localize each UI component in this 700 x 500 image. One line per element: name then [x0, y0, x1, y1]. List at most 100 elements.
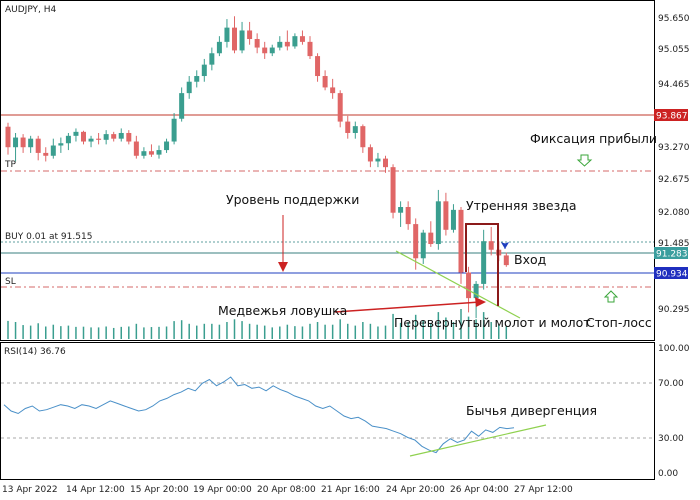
candle-body	[269, 47, 275, 54]
candle-body	[390, 167, 396, 213]
price-tick: 91.485	[658, 239, 690, 249]
bear-trap-arrow-line	[334, 301, 481, 313]
candle-body	[458, 209, 464, 273]
candle-body	[473, 283, 479, 299]
candle-body	[398, 207, 404, 213]
candle-body	[58, 143, 64, 146]
candle-body	[13, 137, 19, 148]
candle-body	[141, 151, 147, 156]
rsi-tick: 70.00	[658, 379, 684, 389]
candle-body	[443, 201, 449, 230]
time-label: 14 Apr 12:00	[66, 485, 125, 495]
morning-star-annotation: Утренняя звезда	[466, 198, 577, 213]
candle-body	[405, 207, 411, 225]
price-axis: 95.650 95.055 94.465 93.270 92.675 92.08…	[658, 14, 690, 315]
candle-body	[28, 138, 34, 148]
stop-loss-up-arrow-icon[interactable]	[603, 290, 619, 303]
candle-body	[435, 201, 441, 245]
candle-body	[224, 27, 230, 42]
candle-body	[118, 132, 124, 139]
time-label: 27 Apr 12:00	[514, 485, 573, 495]
candle-body	[360, 126, 366, 148]
candle-body	[503, 255, 509, 266]
price-tick: 94.465	[658, 80, 690, 90]
candle-body	[352, 126, 358, 133]
buy-price-tag-text: 91.283	[656, 250, 688, 260]
candle-body	[88, 138, 94, 142]
candle-body	[322, 76, 328, 88]
take-profit-down-arrow-icon[interactable]	[576, 154, 593, 167]
candle-body	[111, 134, 117, 139]
take-profit-annotation: Фиксация прибыли	[530, 131, 657, 146]
candle-body	[262, 47, 268, 54]
price-trendline	[395, 250, 521, 319]
candle-body	[413, 224, 419, 259]
support-arrowhead	[278, 262, 288, 272]
buy-marker-icon	[500, 242, 510, 249]
candle-body	[35, 138, 41, 153]
candle-body	[216, 41, 222, 54]
price-tick: 93.270	[658, 143, 690, 153]
time-axis: 13 Apr 2022 14 Apr 12:00 15 Apr 20:00 19…	[2, 485, 573, 495]
time-label: 15 Apr 20:00	[130, 485, 189, 495]
candle-body	[247, 30, 253, 40]
rsi-panel[interactable]	[0, 342, 655, 480]
volume-bars	[7, 309, 508, 339]
bull-divergence-annotation: Бычья дивергенция	[466, 403, 597, 418]
candle-body	[171, 118, 177, 142]
tp-label: TP	[4, 160, 16, 170]
candle-body	[330, 87, 336, 94]
candle-body	[420, 232, 426, 259]
time-label: 21 Apr 16:00	[321, 485, 380, 495]
candle-body	[73, 131, 79, 136]
candle-body	[345, 121, 351, 133]
stop-price-tag-text: 90.934	[656, 270, 688, 280]
stop-loss-annotation: Стоп-лосс	[586, 315, 652, 330]
candle-body	[254, 39, 260, 48]
candle-body	[126, 132, 132, 142]
time-label: 20 Apr 08:00	[257, 485, 316, 495]
hammer-annotation: Перевернутый молот и молот	[394, 315, 591, 330]
candle-body	[375, 158, 381, 162]
entry-annotation: Вход	[514, 252, 546, 267]
candle-body	[383, 158, 388, 168]
candle-body	[315, 56, 321, 77]
price-tick: 95.055	[658, 45, 690, 55]
candle-body	[239, 30, 245, 51]
buy-price-tag	[654, 247, 688, 259]
resistance-price-tag	[654, 109, 688, 121]
candle-body	[164, 141, 170, 151]
candlesticks	[5, 16, 509, 319]
candle-body	[20, 137, 26, 148]
candle-body	[209, 53, 215, 65]
time-label: 24 Apr 20:00	[386, 485, 445, 495]
candle-body	[367, 147, 373, 162]
candle-body	[284, 41, 290, 47]
candle-body	[103, 134, 109, 140]
sl-label: SL	[5, 277, 16, 287]
candle-body	[179, 93, 185, 119]
candle-body	[337, 93, 343, 122]
price-tick: 92.675	[658, 175, 690, 185]
price-tick: 90.295	[658, 305, 690, 315]
candle-body	[50, 145, 56, 156]
candle-body	[201, 64, 207, 77]
candle-body	[277, 41, 283, 48]
candle-body	[133, 141, 139, 156]
time-label: 13 Apr 2022	[2, 485, 58, 495]
bear-trap-arrowhead	[475, 297, 486, 307]
price-tick: 92.080	[658, 208, 690, 218]
bear-trap-annotation: Медвежья ловушка	[218, 303, 347, 318]
time-label: 26 Apr 04:00	[450, 485, 509, 495]
candle-body	[148, 151, 154, 155]
support-annotation: Уровень поддержки	[226, 192, 359, 207]
rsi-title: RSI(14) 36.76	[4, 347, 66, 357]
candle-body	[43, 152, 49, 156]
rsi-tick: 0.00	[658, 469, 678, 479]
rsi-tick: 100.00	[658, 344, 690, 354]
rsi-axis: 100.00 70.00 30.00 0.00	[658, 344, 690, 479]
candle-body	[96, 138, 102, 140]
candle-body	[466, 272, 472, 299]
candle-body	[156, 150, 162, 155]
